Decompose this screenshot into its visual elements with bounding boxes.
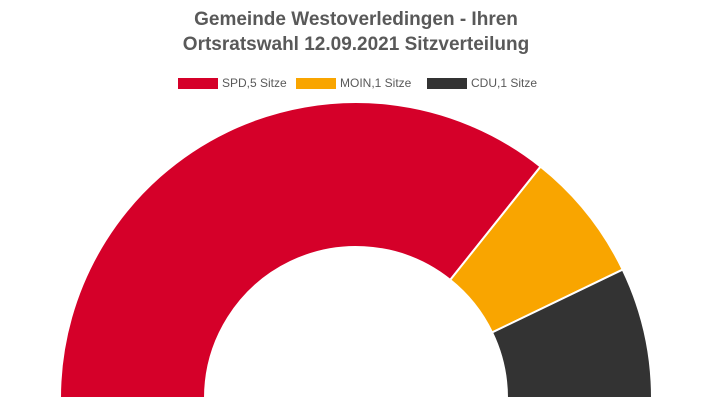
donut-segment xyxy=(490,268,654,399)
legend-swatch xyxy=(427,78,467,89)
legend-swatch xyxy=(178,78,218,89)
legend-label: SPD,5 Sitze xyxy=(222,76,287,90)
legend-label: CDU,1 Sitze xyxy=(471,76,537,90)
legend-swatch xyxy=(296,78,336,89)
legend-label: MOIN,1 Sitze xyxy=(340,76,412,90)
chart-title: Gemeinde Westoverledingen - Ihren xyxy=(194,9,518,30)
chart-title: Ortsratswahl 12.09.2021 Sitzverteilung xyxy=(183,34,529,55)
donut-segment xyxy=(58,101,542,399)
